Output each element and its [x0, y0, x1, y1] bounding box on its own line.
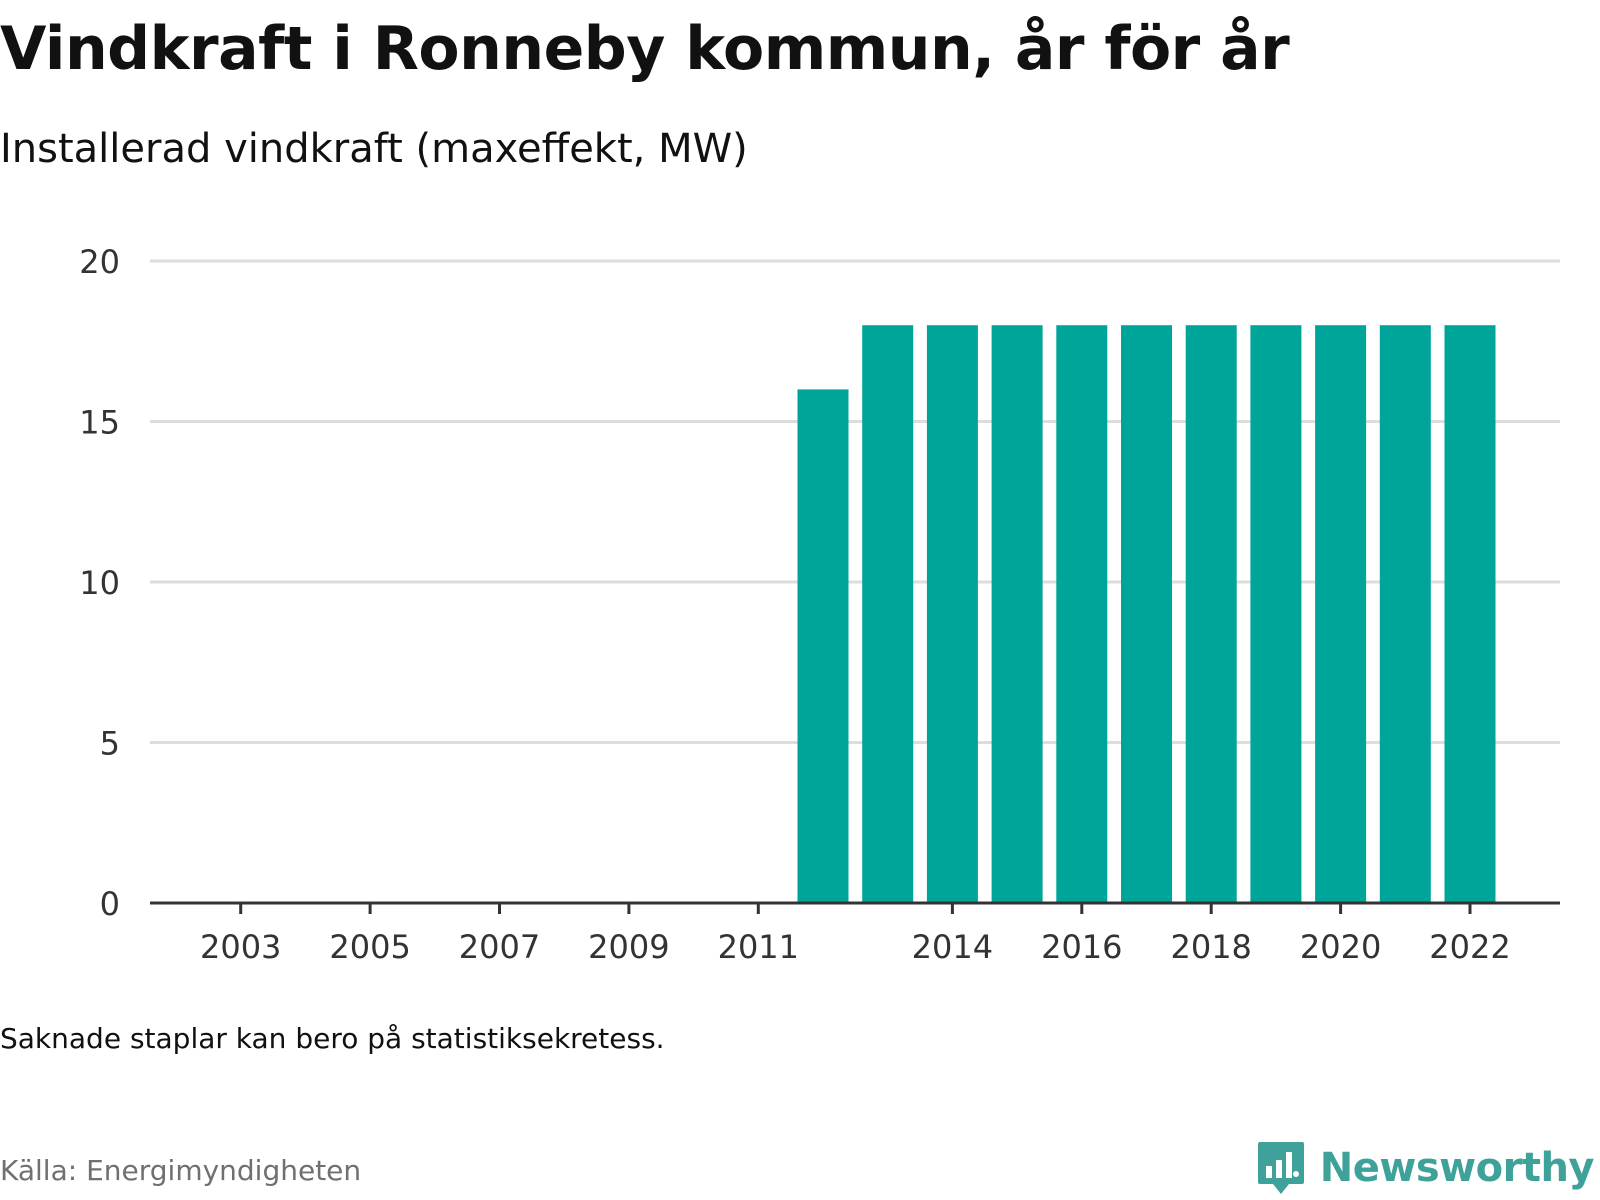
x-tick-label: 2005 — [329, 928, 410, 966]
x-tick-label: 2016 — [1041, 928, 1122, 966]
bar — [991, 325, 1043, 903]
bar — [1185, 325, 1237, 903]
x-tick-label: 2022 — [1429, 928, 1510, 966]
x-tick-label: 2011 — [718, 928, 799, 966]
bar-chart-speech-bubble-icon — [1257, 1142, 1304, 1194]
y-tick-label: 15 — [79, 404, 120, 442]
y-tick-label: 20 — [79, 243, 120, 281]
chart-subtitle: Installerad vindkraft (maxeffekt, MW) — [0, 126, 748, 172]
chart-title: Vindkraft i Ronneby kommun, år för år — [0, 14, 1290, 84]
y-tick-label: 5 — [100, 725, 120, 763]
bar — [1056, 325, 1108, 903]
y-tick-label: 10 — [79, 564, 120, 602]
bar-chart: 0 5 10 15 20 2003 2005 2007 2009 2011 2014 2016 201… — [79, 243, 1560, 966]
bar — [862, 325, 914, 903]
bar — [1379, 325, 1431, 903]
x-tick-label: 2003 — [200, 928, 281, 966]
x-tick-label: 2007 — [459, 928, 540, 966]
bars — [797, 325, 1496, 903]
bar — [797, 389, 849, 903]
y-tick-labels: 0 5 10 15 20 — [79, 243, 120, 923]
bar — [1121, 325, 1172, 903]
bar — [1444, 325, 1496, 903]
y-tick-label: 0 — [100, 885, 120, 923]
x-tick-label: 2020 — [1300, 928, 1381, 966]
x-tick-label: 2009 — [588, 928, 669, 966]
bar — [1250, 325, 1302, 903]
x-tick-label: 2018 — [1170, 928, 1251, 966]
x-tick-label: 2014 — [912, 928, 993, 966]
footnote: Saknade staplar kan bero på statistiksek… — [0, 1022, 665, 1055]
source-label: Källa: Energimyndigheten — [0, 1154, 362, 1187]
x-tick-labels: 2003 2005 2007 2009 2011 2014 2016 2018 2020 2022 — [200, 903, 1511, 966]
bar — [926, 325, 978, 903]
bar — [1315, 325, 1367, 903]
logo-text: Newsworthy — [1319, 1145, 1595, 1191]
newsworthy-logo: Newsworthy — [1256, 1140, 1595, 1196]
